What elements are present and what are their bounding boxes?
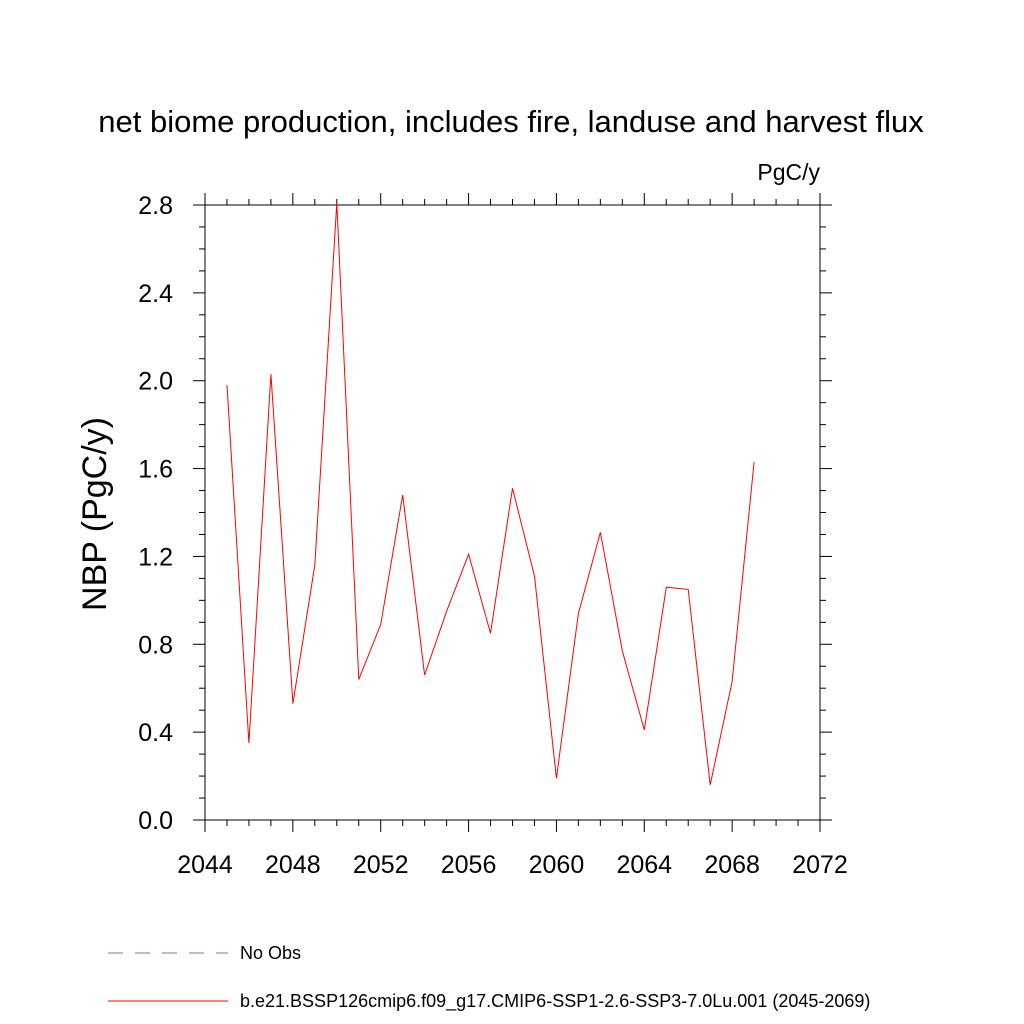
x-tick-label: 2044 bbox=[177, 851, 233, 879]
legend: No Obs b.e21.BSSP126cmip6.f09_g17.CMIP6-… bbox=[108, 943, 870, 1012]
y-tick-label: 1.6 bbox=[138, 456, 173, 484]
x-tick-label: 2052 bbox=[353, 851, 409, 879]
x-tick-label: 2060 bbox=[529, 851, 585, 879]
units-label: PgC/y bbox=[757, 159, 820, 185]
y-axis-label: NBP (PgC/y) bbox=[76, 417, 114, 611]
x-tick-label: 2048 bbox=[265, 851, 321, 879]
x-tick-label: 2068 bbox=[704, 851, 760, 879]
series-line-nbp bbox=[226, 202, 755, 786]
legend-label-model: b.e21.BSSP126cmip6.f09_g17.CMIP6-SSP1-2.… bbox=[240, 991, 870, 1012]
y-tick-label: 2.8 bbox=[138, 192, 173, 220]
axis-tick-labels: 2044 2048 2052 2056 2060 2064 2068 2072 0.0 0.4 0.… bbox=[138, 192, 848, 879]
axis-ticks bbox=[193, 193, 832, 832]
y-tick-label: 1.2 bbox=[138, 543, 173, 571]
x-tick-label: 2072 bbox=[792, 851, 848, 879]
plot-frame bbox=[204, 204, 821, 821]
x-tick-label: 2064 bbox=[616, 851, 672, 879]
y-tick-label: 2.4 bbox=[138, 280, 173, 308]
y-tick-label: 0.0 bbox=[138, 807, 173, 835]
x-tick-label: 2056 bbox=[441, 851, 497, 879]
chart-title: net biome production, includes fire, lan… bbox=[98, 104, 924, 139]
series-layer bbox=[226, 202, 755, 786]
y-tick-label: 0.4 bbox=[138, 719, 173, 747]
y-tick-label: 2.0 bbox=[138, 368, 173, 396]
legend-label-no-obs: No Obs bbox=[240, 943, 301, 963]
y-tick-label: 0.8 bbox=[138, 631, 173, 659]
